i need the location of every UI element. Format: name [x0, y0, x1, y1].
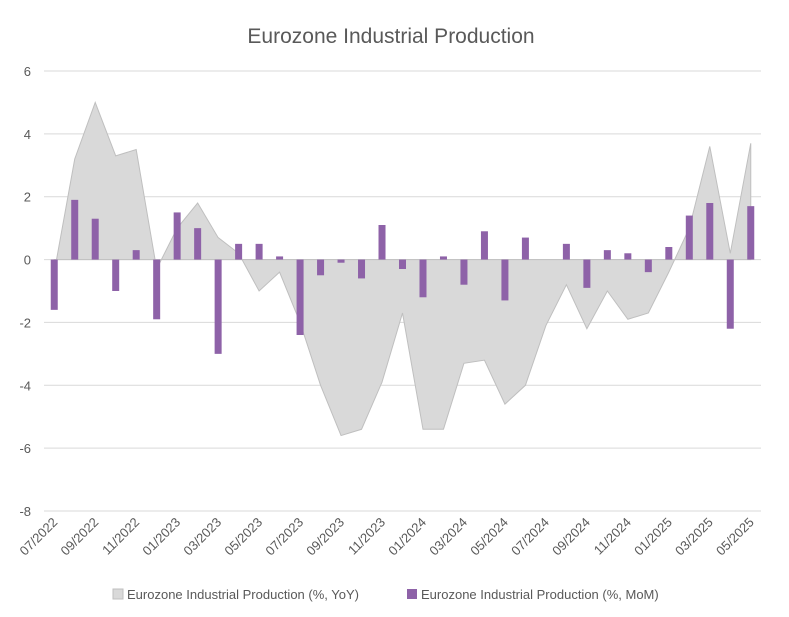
x-axis-ticks: 07/202209/202211/202201/202303/202305/20…	[17, 515, 757, 559]
mom-bar	[521, 237, 529, 260]
x-tick-label: 05/2025	[713, 515, 757, 559]
mom-bar	[112, 259, 120, 291]
y-tick-label: -2	[19, 315, 31, 330]
mom-bar	[358, 259, 366, 279]
x-tick-label: 07/2024	[508, 515, 552, 559]
x-tick-label: 11/2024	[591, 515, 634, 558]
mom-bar	[583, 259, 591, 288]
chart-title: Eurozone Industrial Production	[247, 25, 534, 48]
mom-bar	[132, 250, 140, 260]
y-tick-label: 0	[24, 253, 31, 268]
x-tick-label: 01/2025	[631, 515, 675, 559]
mom-bar	[296, 259, 304, 335]
x-tick-label: 07/2022	[17, 515, 61, 559]
x-tick-label: 09/2022	[57, 515, 101, 559]
mom-bar	[378, 225, 386, 260]
mom-bar	[480, 231, 488, 260]
mom-bar	[173, 212, 181, 260]
mom-bar	[685, 215, 693, 260]
mom-bar	[726, 259, 734, 329]
x-tick-label: 09/2023	[303, 515, 347, 559]
mom-bar	[50, 259, 58, 310]
y-tick-label: 6	[24, 64, 31, 79]
mom-bar-series	[50, 199, 755, 354]
x-tick-label: 03/2023	[180, 515, 224, 559]
legend-label-yoy: Eurozone Industrial Production (%, YoY)	[127, 587, 359, 602]
x-tick-label: 11/2023	[345, 515, 388, 558]
y-tick-label: -4	[19, 378, 31, 393]
y-tick-label: 4	[24, 127, 31, 142]
x-tick-label: 01/2023	[139, 515, 183, 559]
x-tick-label: 03/2024	[426, 515, 470, 559]
x-tick-label: 05/2024	[467, 515, 511, 559]
mom-bar	[276, 256, 284, 260]
mom-bar	[747, 206, 755, 260]
y-tick-label: -6	[19, 441, 31, 456]
x-tick-label: 09/2024	[549, 515, 593, 559]
mom-bar	[644, 259, 652, 273]
x-tick-label: 03/2025	[672, 515, 716, 559]
mom-bar	[399, 259, 406, 269]
y-axis-ticks: 6 4 2 0 -2 -4 -6 -8	[19, 64, 31, 519]
mom-bar	[235, 243, 243, 260]
mom-bar	[214, 259, 222, 354]
mom-bar	[501, 259, 509, 301]
mom-bar	[194, 228, 202, 260]
mom-bar	[624, 253, 632, 260]
legend-label-mom: Eurozone Industrial Production (%, MoM)	[421, 587, 659, 602]
legend: Eurozone Industrial Production (%, YoY) …	[112, 587, 659, 602]
legend-swatch-mom	[407, 589, 417, 599]
mom-bar	[317, 259, 325, 276]
mom-bar	[603, 250, 611, 260]
legend-swatch-yoy	[112, 588, 124, 600]
x-tick-label: 07/2023	[262, 515, 306, 559]
mom-bar	[419, 259, 427, 298]
mom-bar	[706, 203, 714, 260]
mom-bar	[255, 243, 263, 260]
x-tick-label: 05/2023	[221, 515, 265, 559]
mom-bar	[337, 259, 345, 263]
mom-bar	[562, 243, 570, 260]
mom-bar	[153, 259, 161, 320]
mom-bar	[665, 247, 673, 260]
y-tick-label: 2	[24, 190, 31, 205]
mom-bar	[71, 199, 79, 260]
mom-bar	[91, 218, 99, 260]
x-tick-label: 11/2022	[99, 515, 142, 558]
mom-bar	[460, 259, 468, 285]
mom-bar	[439, 256, 447, 260]
y-tick-label: -8	[19, 504, 31, 519]
x-tick-label: 01/2024	[385, 515, 429, 559]
